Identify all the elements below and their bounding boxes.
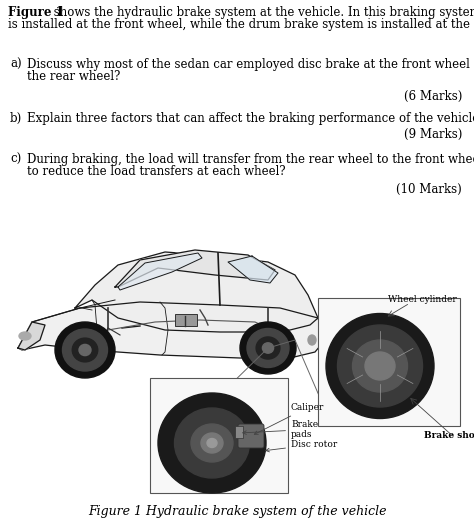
Text: Disc rotor: Disc rotor — [266, 440, 337, 452]
Ellipse shape — [207, 438, 217, 448]
Bar — [150, 378, 288, 493]
Polygon shape — [115, 250, 275, 287]
Text: (9 Marks): (9 Marks) — [404, 128, 462, 141]
Ellipse shape — [158, 393, 266, 493]
Text: is installed at the front wheel, while the drum brake system is installed at the: is installed at the front wheel, while t… — [8, 18, 474, 31]
FancyBboxPatch shape — [238, 424, 264, 448]
Bar — [235, 426, 243, 438]
Polygon shape — [228, 256, 278, 283]
Ellipse shape — [365, 352, 395, 380]
Ellipse shape — [263, 343, 273, 353]
Ellipse shape — [66, 332, 104, 368]
Text: Caliper: Caliper — [255, 403, 324, 434]
Text: Wheel cylinder: Wheel cylinder — [388, 295, 457, 304]
Bar — [318, 298, 460, 426]
Text: Figure 1: Figure 1 — [8, 6, 64, 19]
Ellipse shape — [80, 345, 90, 355]
Ellipse shape — [59, 326, 111, 374]
Ellipse shape — [256, 337, 280, 359]
Ellipse shape — [353, 340, 408, 392]
Polygon shape — [18, 302, 325, 358]
Ellipse shape — [65, 332, 104, 368]
Ellipse shape — [72, 338, 98, 362]
Text: b): b) — [10, 112, 22, 125]
Text: Discuss why most of the sedan car employed disc brake at the front wheel and dru: Discuss why most of the sedan car employ… — [27, 58, 474, 71]
Ellipse shape — [326, 314, 434, 419]
Text: Brake shoes: Brake shoes — [424, 431, 474, 440]
Text: Explain three factors that can affect the braking performance of the vehicle: Explain three factors that can affect th… — [27, 112, 474, 125]
Ellipse shape — [19, 332, 31, 340]
Ellipse shape — [174, 408, 249, 478]
Ellipse shape — [308, 335, 316, 345]
Text: (10 Marks): (10 Marks) — [396, 183, 462, 196]
Text: the rear wheel?: the rear wheel? — [27, 70, 120, 83]
Polygon shape — [75, 252, 318, 332]
Text: a): a) — [10, 58, 22, 71]
Ellipse shape — [74, 340, 96, 360]
Text: to reduce the load transfers at each wheel?: to reduce the load transfers at each whe… — [27, 165, 286, 178]
Polygon shape — [18, 322, 45, 350]
Text: (6 Marks): (6 Marks) — [404, 90, 462, 103]
Polygon shape — [118, 253, 202, 290]
Ellipse shape — [247, 329, 289, 368]
Text: During braking, the load will transfer from the rear wheel to the front wheel. E: During braking, the load will transfer f… — [27, 153, 474, 166]
Ellipse shape — [337, 325, 422, 407]
Text: c): c) — [10, 153, 21, 166]
Bar — [175, 314, 197, 326]
Ellipse shape — [55, 322, 115, 378]
Ellipse shape — [240, 322, 296, 374]
Ellipse shape — [79, 344, 91, 356]
Ellipse shape — [201, 433, 223, 453]
Ellipse shape — [63, 329, 108, 371]
Text: Figure 1 Hydraulic brake system of the vehicle: Figure 1 Hydraulic brake system of the v… — [88, 505, 386, 518]
Ellipse shape — [191, 424, 233, 462]
Text: Brake
pads: Brake pads — [243, 420, 318, 439]
Text: shows the hydraulic brake system at the vehicle. In this braking system, the dis: shows the hydraulic brake system at the … — [50, 6, 474, 19]
